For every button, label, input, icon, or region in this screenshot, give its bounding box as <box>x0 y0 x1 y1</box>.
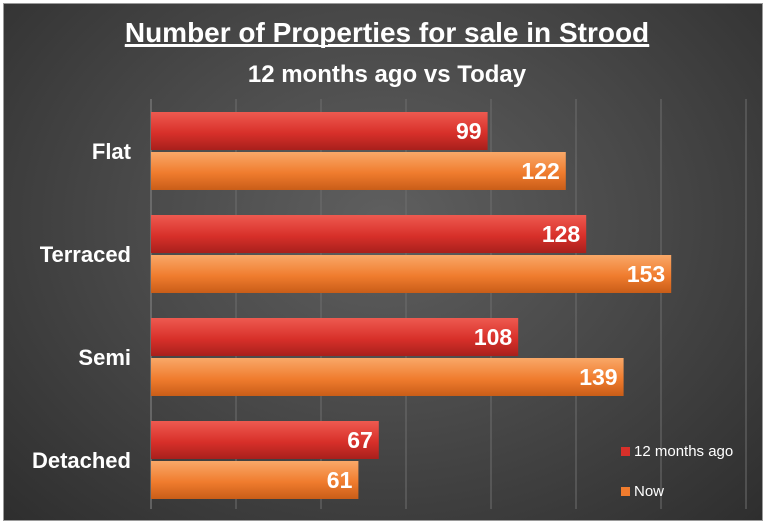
bar-flat-prev <box>151 112 488 150</box>
data-label: 61 <box>327 467 353 493</box>
bars: 99 122 128 153 108 139 67 61 <box>151 112 672 499</box>
category-labels: Flat Terraced Semi Detached <box>32 139 132 473</box>
bar-chart: Number of Properties for sale in Strood … <box>32 17 747 509</box>
category-label-terraced: Terraced <box>40 242 131 267</box>
legend-label: Now <box>634 483 664 500</box>
legend-swatch <box>621 447 630 456</box>
data-label: 67 <box>347 427 373 453</box>
category-label-detached: Detached <box>32 448 131 473</box>
bar-semi-prev <box>151 318 519 356</box>
legend-swatch <box>621 487 630 496</box>
data-label: 122 <box>521 158 559 184</box>
legend: 12 months ago Now <box>621 443 733 500</box>
data-label: 128 <box>542 221 581 247</box>
chart-title: Number of Properties for sale in Strood <box>125 17 649 48</box>
data-label: 153 <box>627 261 665 287</box>
data-label: 99 <box>456 118 482 144</box>
bar-terraced-now <box>151 255 672 293</box>
data-label: 108 <box>474 324 513 350</box>
chart-subtitle: 12 months ago vs Today <box>248 61 527 88</box>
legend-label: 12 months ago <box>634 443 733 460</box>
bar-terraced-prev <box>151 215 587 253</box>
bar-detached-now <box>151 461 359 499</box>
category-label-semi: Semi <box>78 345 131 370</box>
bar-flat-now <box>151 152 566 190</box>
data-label: 139 <box>579 364 617 390</box>
bar-semi-now <box>151 358 624 396</box>
category-label-flat: Flat <box>92 139 132 164</box>
bar-detached-prev <box>151 421 379 459</box>
chart-panel: Number of Properties for sale in Strood … <box>3 3 763 521</box>
